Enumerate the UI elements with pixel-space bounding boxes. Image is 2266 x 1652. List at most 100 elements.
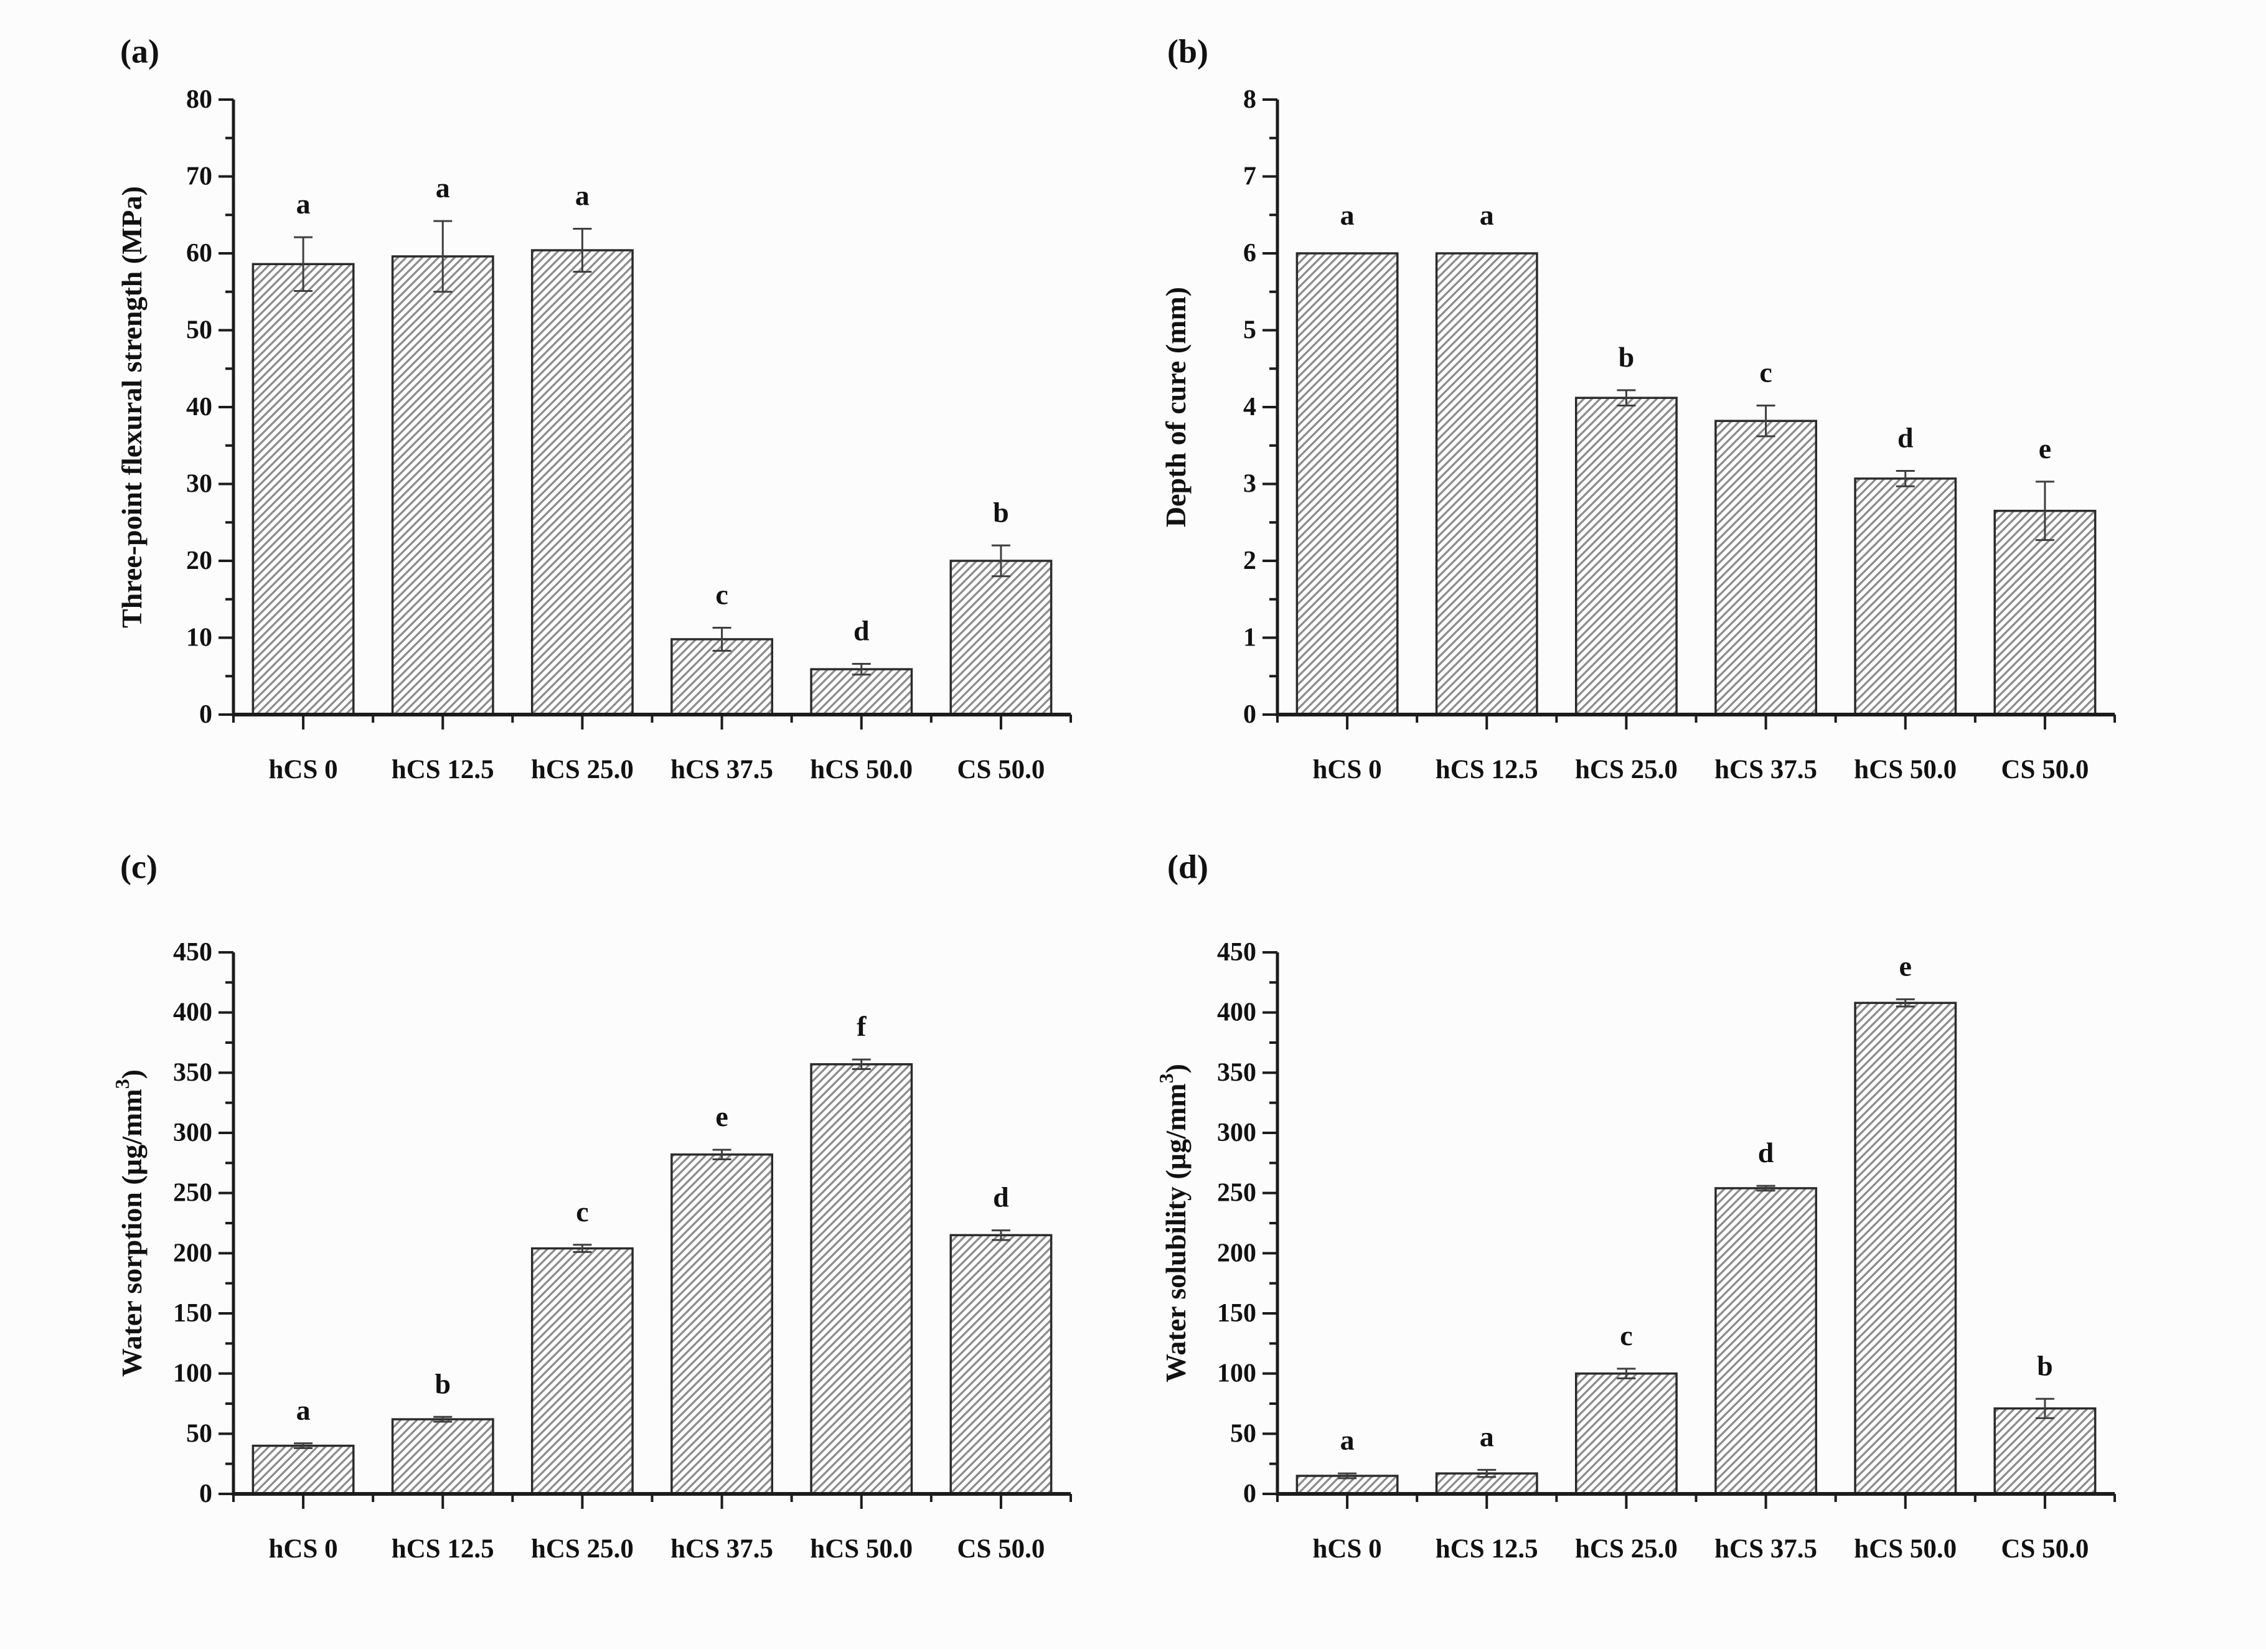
category-label: hCS 12.5: [392, 755, 494, 784]
y-axis-title-text: Water sorption (µg/mm: [116, 1089, 148, 1377]
significance-letter: d: [1897, 422, 1914, 454]
y-axis-title: Water sorption (µg/mm3): [111, 1069, 148, 1377]
bar-hcs-37-5: [670, 1153, 774, 1495]
y-axis-title-superscript: 3: [1155, 1073, 1177, 1083]
y-tick-label: 0: [199, 1480, 212, 1508]
bar-cs-50-0: [949, 560, 1053, 716]
category-label: hCS 25.0: [531, 1534, 634, 1564]
y-tick-label: 0: [1243, 700, 1256, 729]
y-tick-label: 150: [173, 1299, 212, 1328]
y-axis-title: Three-point flexural strength (MPa): [116, 186, 148, 628]
bar-hcs-37-5: [670, 638, 774, 716]
panel-label: (b): [1167, 32, 1208, 70]
y-tick-label: 400: [173, 998, 212, 1027]
category-label: hCS 50.0: [810, 755, 913, 784]
y-axis-title-text: ): [1160, 1064, 1192, 1073]
category-label: hCS 50.0: [1854, 1534, 1957, 1564]
significance-letter: f: [857, 1010, 867, 1042]
category-label: hCS 0: [1313, 755, 1382, 784]
bar-hcs-37-5: [1714, 420, 1818, 716]
y-tick-label: 20: [186, 547, 212, 575]
significance-letter: d: [853, 614, 870, 646]
significance-letter: d: [993, 1181, 1009, 1213]
significance-letter: e: [715, 1101, 728, 1132]
panel-c: (c) Water sorption (µg/mm3) 0 50 100 150 200 25…: [111, 848, 1072, 1564]
panel-label: (d): [1167, 848, 1208, 885]
bar-hcs-37-5: [1714, 1187, 1818, 1495]
bar-hcs-50-0: [1854, 1002, 1957, 1495]
y-tick-label: 300: [1217, 1119, 1256, 1147]
category-label: hCS 0: [269, 1534, 338, 1564]
y-axis-title-text: Three-point flexural strength (MPa): [116, 186, 148, 628]
y-tick-label: 40: [186, 393, 212, 421]
category-label: hCS 37.5: [670, 755, 773, 784]
y-tick-label: 50: [186, 316, 212, 345]
bar-hcs-50-0: [810, 668, 913, 716]
category-label: hCS 0: [1313, 1534, 1382, 1564]
bar-hcs-25-0: [530, 1247, 634, 1495]
y-tick-label: 1: [1243, 624, 1256, 652]
significance-letter: d: [1758, 1137, 1774, 1168]
bar-hcs-25-0: [1574, 397, 1678, 716]
bar-cs-50-0: [1993, 509, 2097, 716]
y-tick-label: 50: [1230, 1419, 1256, 1448]
bar-hcs-0: [252, 1444, 355, 1495]
y-axis-title-text: Water solubility (µg/mm: [1160, 1083, 1192, 1382]
y-tick-label: 5: [1243, 316, 1256, 345]
y-axis-title: Depth of cure (mm): [1160, 287, 1192, 527]
significance-letter: b: [2037, 1349, 2053, 1381]
y-axis-title-text: Depth of cure (mm): [1160, 287, 1192, 527]
category-label: hCS 37.5: [1714, 1534, 1817, 1564]
y-tick-label: 70: [186, 162, 212, 191]
category-label: hCS 50.0: [810, 1534, 913, 1564]
y-tick-label: 200: [173, 1239, 212, 1267]
bar-hcs-25-0: [1574, 1372, 1678, 1495]
bar-hcs-50-0: [810, 1063, 913, 1495]
bar-hcs-12-5: [1435, 252, 1538, 716]
significance-letter: a: [1480, 199, 1494, 231]
significance-letter: b: [993, 496, 1009, 528]
y-tick-label: 250: [1217, 1179, 1256, 1208]
bar-hcs-12-5: [391, 1418, 494, 1495]
y-tick-label: 4: [1243, 393, 1256, 421]
y-tick-label: 80: [186, 85, 212, 114]
y-tick-label: 7: [1243, 162, 1256, 191]
panel-b: (b) Depth of cure (mm) 0 1 2 3 4 5 6 7 8 hCS 0 hCS 1…: [1160, 32, 2116, 784]
category-label: hCS 12.5: [392, 1534, 494, 1564]
significance-letter: e: [1899, 950, 1912, 982]
y-tick-label: 0: [199, 700, 212, 729]
category-label: hCS 37.5: [670, 1534, 773, 1564]
category-label: CS 50.0: [2001, 1534, 2089, 1564]
category-label: hCS 12.5: [1436, 755, 1538, 784]
bar-hcs-12-5: [391, 255, 494, 716]
y-tick-label: 30: [186, 470, 212, 499]
significance-letter: c: [1620, 1320, 1632, 1351]
category-label: hCS 25.0: [531, 755, 634, 784]
bar-hcs-0: [1295, 252, 1399, 716]
y-tick-label: 100: [173, 1359, 212, 1388]
significance-letter: c: [576, 1196, 588, 1227]
panel-label: (c): [120, 848, 157, 885]
panel-d: (d) Water solubility (µg/mm3) 0 50 100 150 200…: [1155, 848, 2116, 1564]
y-tick-label: 3: [1243, 470, 1256, 499]
y-tick-label: 450: [1217, 938, 1256, 967]
y-tick-label: 350: [173, 1058, 212, 1087]
significance-letter: b: [435, 1368, 451, 1399]
y-tick-label: 6: [1243, 239, 1256, 268]
significance-letter: c: [1759, 357, 1772, 388]
significance-letter: a: [436, 172, 450, 204]
y-tick-label: 60: [186, 239, 212, 268]
y-axis-title-text: ): [116, 1069, 148, 1079]
y-tick-label: 150: [1217, 1299, 1256, 1328]
category-label: CS 50.0: [957, 1534, 1045, 1564]
significance-letter: a: [575, 179, 590, 211]
y-tick-label: 2: [1243, 547, 1256, 575]
significance-letter: b: [1619, 341, 1635, 373]
bar-cs-50-0: [1993, 1407, 2097, 1495]
y-tick-label: 200: [1217, 1239, 1256, 1267]
category-label: hCS 25.0: [1575, 755, 1678, 784]
significance-letter: a: [296, 1394, 311, 1426]
y-tick-label: 300: [173, 1119, 212, 1147]
